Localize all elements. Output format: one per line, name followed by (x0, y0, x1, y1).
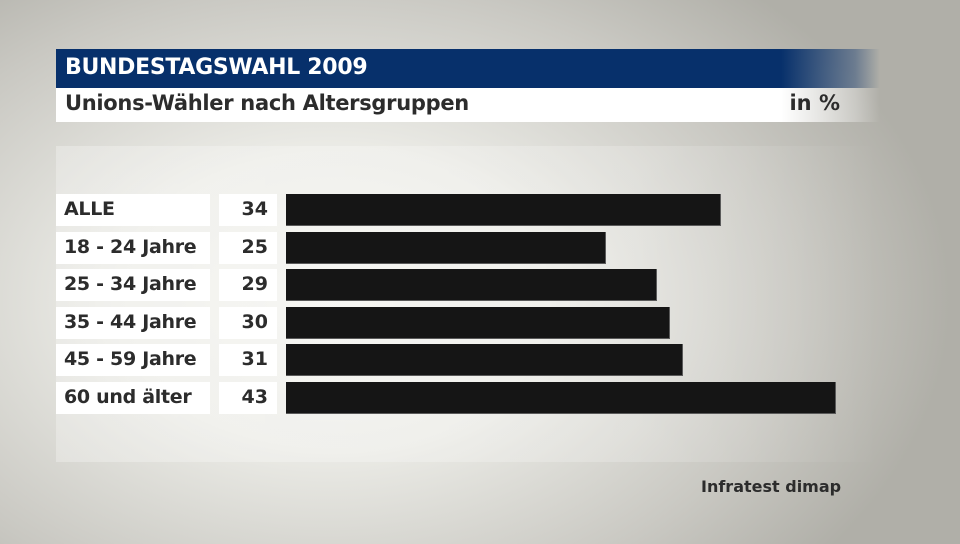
category-label: 18 - 24 Jahre (64, 235, 197, 258)
value-label: 30 (241, 310, 268, 333)
value-label: 43 (241, 386, 268, 408)
category-label-box: 45 - 59 Jahre (56, 344, 210, 377)
bar (286, 269, 657, 302)
category-label: 35 - 44 Jahre (64, 310, 197, 333)
value-label-box: 34 (219, 194, 277, 226)
category-label-box: ALLE (56, 194, 210, 226)
value-label-box: 31 (219, 344, 277, 377)
value-label: 31 (241, 348, 268, 371)
value-label: 34 (241, 198, 268, 220)
category-label-box: 18 - 24 Jahre (56, 231, 210, 264)
subtitle-band: Unions-Wähler nach Altersgruppen in % (56, 88, 880, 122)
bar (286, 306, 670, 339)
category-label-box: 25 - 34 Jahre (56, 269, 210, 302)
value-label-box: 25 (219, 231, 277, 264)
value-label-box: 29 (219, 269, 277, 302)
chart-subtitle: Unions-Wähler nach Altersgruppen (65, 91, 469, 115)
value-label: 29 (241, 273, 268, 296)
category-label: 25 - 34 Jahre (64, 273, 197, 296)
bar-row: 35 - 44 Jahre 30 (56, 306, 876, 339)
chart-title: BUNDESTAGSWAHL 2009 (65, 55, 368, 80)
value-label-box: 30 (219, 306, 277, 339)
category-label-box: 35 - 44 Jahre (56, 306, 210, 339)
unit-label: in % (789, 91, 840, 115)
value-label: 25 (241, 235, 268, 258)
category-label: 60 und älter (64, 386, 192, 408)
header-band: BUNDESTAGSWAHL 2009 (56, 49, 880, 88)
bar (286, 344, 683, 377)
value-label-box: 43 (219, 382, 277, 414)
bar-row: 18 - 24 Jahre 25 (56, 231, 876, 264)
bar-row: 45 - 59 Jahre 31 (56, 344, 876, 377)
bar-row: ALLE 34 (56, 194, 876, 226)
bar-row: 25 - 34 Jahre 29 (56, 269, 876, 302)
category-label: ALLE (64, 198, 115, 220)
source-label: Infratest dimap (701, 477, 842, 496)
category-label-box: 60 und älter (56, 382, 210, 414)
bar-row: 60 und älter 43 (56, 382, 876, 414)
bar (286, 382, 836, 414)
bar (286, 194, 721, 226)
bar (286, 231, 606, 264)
category-label: 45 - 59 Jahre (64, 348, 197, 371)
